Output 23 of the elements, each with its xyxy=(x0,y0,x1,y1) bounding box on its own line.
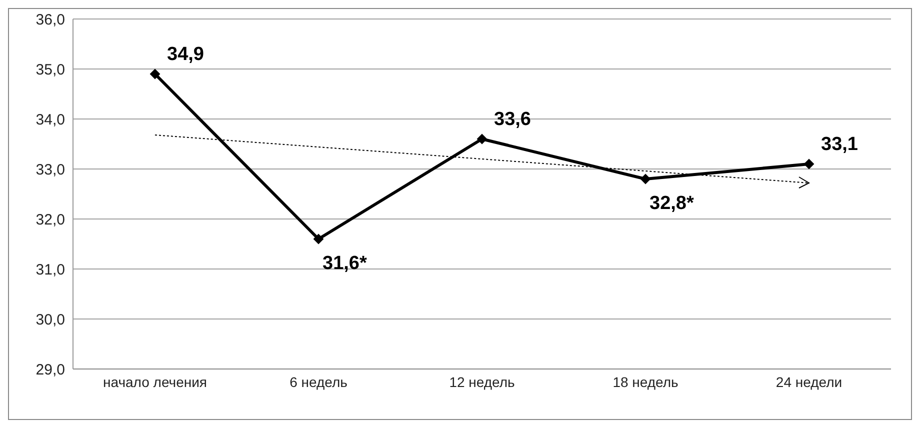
data-label: 33,1 xyxy=(821,134,858,155)
point xyxy=(804,159,814,169)
x-tick-label: 12 недель xyxy=(449,374,515,390)
data-label: 34,9 xyxy=(167,44,204,65)
y-tick-label: 32,0 xyxy=(36,211,65,228)
x-tick-label: 24 недели xyxy=(776,374,842,390)
data-label: 32,8* xyxy=(650,193,694,214)
y-tick-label: 31,0 xyxy=(36,261,65,278)
data-label: 33,6 xyxy=(494,109,531,130)
y-tick-label: 35,0 xyxy=(36,61,65,78)
point xyxy=(314,234,324,244)
y-tick-label: 36,0 xyxy=(36,11,65,28)
x-tick-label: начало лечения xyxy=(103,374,207,390)
y-tick-label: 34,0 xyxy=(36,111,65,128)
x-tick-label: 6 недель xyxy=(290,374,348,390)
point xyxy=(150,69,160,79)
y-tick-label: 29,0 xyxy=(36,361,65,378)
y-tick-label: 30,0 xyxy=(36,311,65,328)
y-tick-label: 33,0 xyxy=(36,161,65,178)
x-tick-label: 18 недель xyxy=(612,374,678,390)
point xyxy=(477,134,487,144)
data-label: 31,6* xyxy=(322,253,368,274)
point xyxy=(640,174,650,184)
